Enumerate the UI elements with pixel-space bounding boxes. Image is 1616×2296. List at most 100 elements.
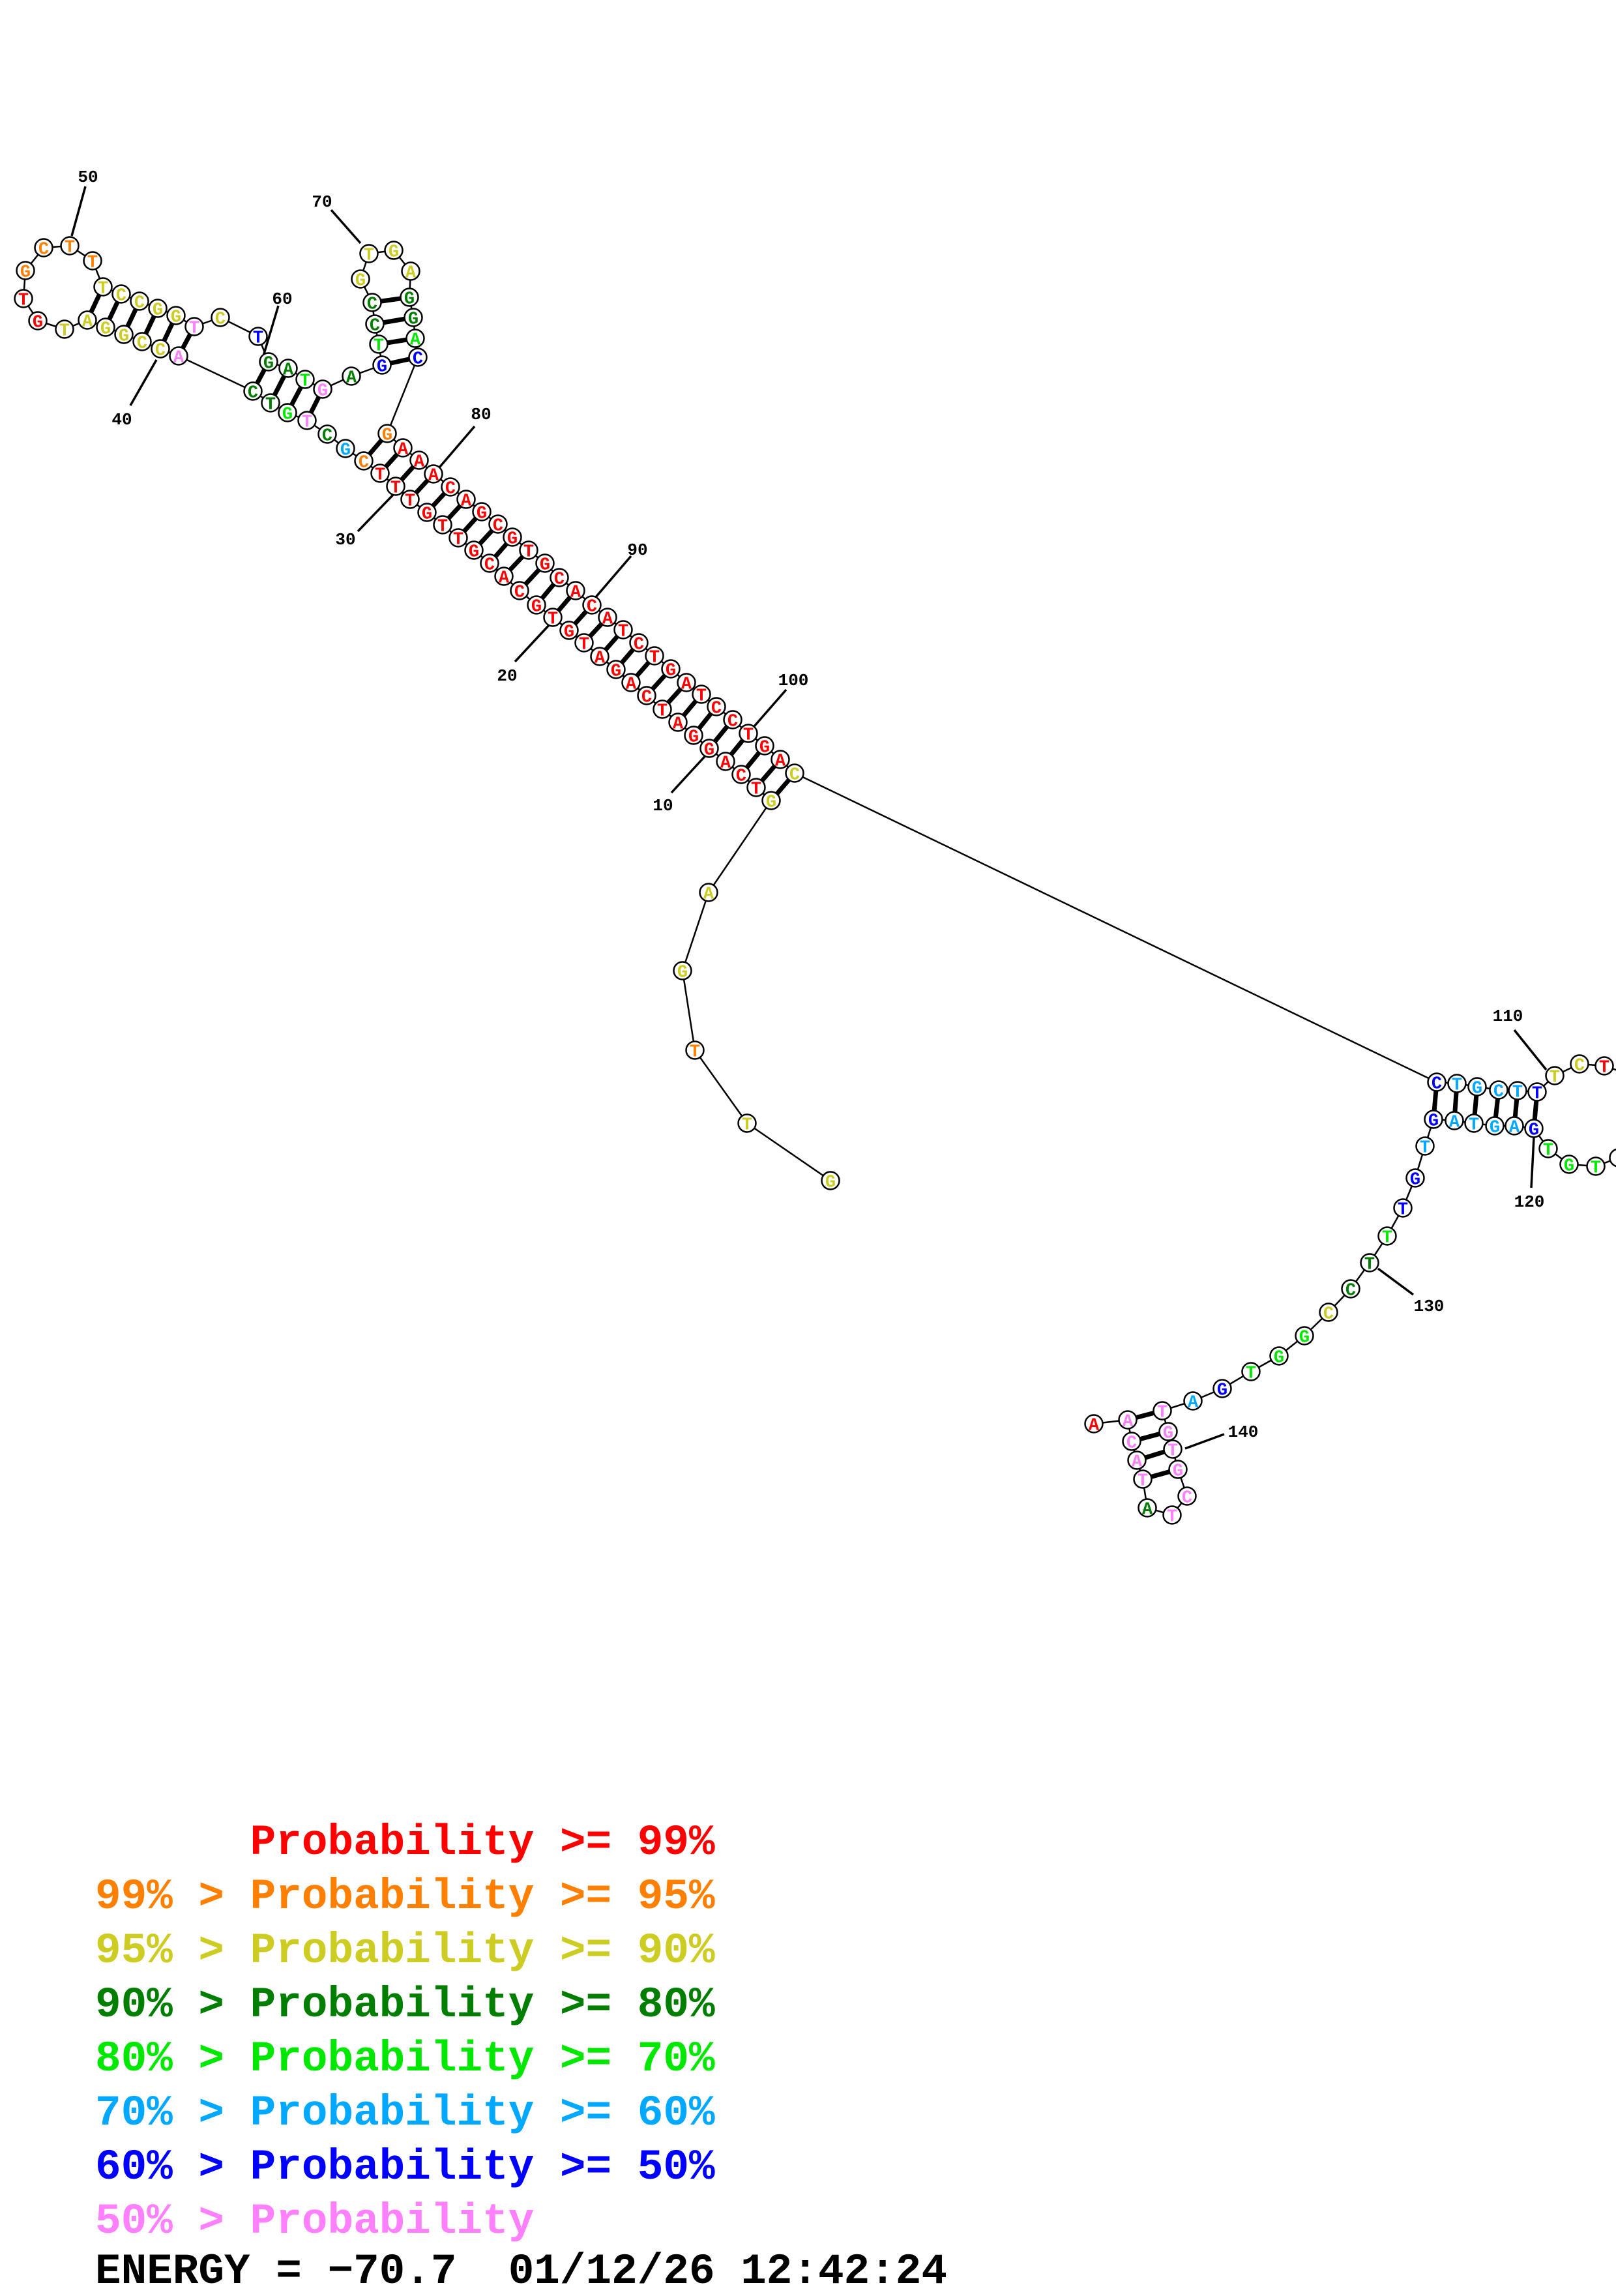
- label-leader-line: [595, 556, 631, 598]
- nucleotide-letter: C: [155, 342, 166, 361]
- nucleotide-letter: A: [461, 492, 472, 512]
- nucleotide-letter: A: [499, 569, 510, 589]
- nucleotide-letter: C: [587, 598, 597, 617]
- backbone-line: [179, 356, 253, 391]
- nucleotide-letter: C: [413, 350, 423, 370]
- nucleotide-letter: T: [751, 780, 761, 800]
- nucleotide-letter: C: [484, 556, 495, 576]
- nucleotide-letter: C: [1126, 1434, 1137, 1454]
- nucleotide-letter: T: [1420, 1139, 1430, 1158]
- nucleotide-letter: T: [742, 1116, 752, 1136]
- nucleotide-letter: C: [1432, 1075, 1442, 1095]
- nucleotide-letter: C: [634, 636, 644, 655]
- nucleotide-letter: T: [1246, 1364, 1256, 1384]
- backbone-line: [695, 1050, 747, 1123]
- nucleotide-letter: A: [720, 754, 731, 774]
- nucleotide-letter: A: [398, 441, 409, 460]
- nucleotide-letter: C: [1574, 1057, 1585, 1076]
- nucleotide-letter: G: [1410, 1171, 1420, 1190]
- nucleotide-letter: T: [690, 1043, 700, 1063]
- nucleotide-letter: G: [611, 662, 621, 682]
- position-label: 10: [653, 796, 673, 816]
- nucleotide-letter: G: [1173, 1462, 1183, 1482]
- nucleotide-letter: C: [367, 295, 377, 315]
- nucleotide-letter: T: [523, 543, 534, 563]
- nucleotide-letter: T: [302, 413, 312, 433]
- nucleotide-letter: T: [1382, 1229, 1392, 1248]
- nucleotide-letter: T: [1138, 1472, 1148, 1492]
- nucleotide-letter: T: [1364, 1256, 1375, 1275]
- nucleotide-letter: T: [65, 239, 75, 258]
- nucleotide-letter: G: [1274, 1349, 1284, 1368]
- nucleotide-letter: C: [711, 699, 722, 719]
- nucleotide-letter: C: [789, 766, 800, 786]
- position-label: 120: [1514, 1192, 1545, 1212]
- nucleotide-letter: G: [825, 1173, 836, 1193]
- nucleotide-letter: A: [673, 715, 684, 735]
- nucleotide-letter: G: [469, 543, 479, 563]
- nucleotide-letter: G: [119, 327, 129, 347]
- nucleotide-letter: C: [370, 317, 380, 336]
- nucleotide-letter: G: [666, 662, 676, 681]
- nucleotide-letter: G: [282, 405, 293, 425]
- nucleotide-letter: T: [548, 610, 558, 630]
- nucleotide-letter: C: [116, 287, 126, 306]
- nucleotide-letter: A: [1188, 1394, 1199, 1413]
- nucleotide-letter: G: [766, 793, 776, 813]
- nucleotide-letter: G: [263, 355, 274, 374]
- nucleotide-letter: A: [428, 467, 439, 486]
- nucleotide-letter: G: [531, 598, 542, 617]
- nucleotide-letter: T: [1599, 1059, 1609, 1078]
- nucleotide-letter: T: [618, 623, 628, 642]
- nucleotide-letter: C: [736, 767, 746, 787]
- nucleotide-letter: C: [554, 570, 565, 590]
- backbone-line: [747, 1123, 830, 1181]
- nucleotide-letter: T: [1167, 1508, 1177, 1527]
- nucleotide-letter: C: [215, 310, 226, 330]
- legend-line-1: Probability >= 99%: [95, 1816, 715, 1870]
- position-label: 100: [778, 671, 809, 690]
- nucleotide-letter: T: [1591, 1159, 1601, 1179]
- nucleotide-letter: T: [265, 396, 276, 415]
- nucleotide-letter: C: [445, 480, 456, 499]
- nucleotide-letter: G: [422, 505, 432, 525]
- legend-line-2: 99% > Probability >= 95%: [95, 1870, 715, 1924]
- nucleotide-letter: C: [359, 454, 369, 473]
- nucleotide-letter: C: [1323, 1305, 1334, 1325]
- nucleotide-letter: A: [1132, 1453, 1143, 1473]
- nucleotide-letter: A: [1509, 1119, 1520, 1138]
- backbone-line: [795, 773, 1437, 1082]
- nucleotide-letter: G: [1564, 1157, 1574, 1177]
- nucleotide-letter: A: [1142, 1501, 1153, 1520]
- nucleotide-letter: C: [514, 583, 525, 603]
- nucleotide-letter: T: [364, 246, 374, 266]
- nucleotide-letter: G: [1490, 1119, 1500, 1138]
- nucleotide-letter: T: [300, 372, 310, 392]
- nucleotide-letter: G: [340, 441, 351, 461]
- nucleotide-letter: T: [1532, 1085, 1542, 1104]
- nucleotide-letter: T: [405, 492, 415, 512]
- nucleotide-letter: G: [1428, 1112, 1439, 1132]
- position-label: 30: [335, 530, 355, 550]
- nucleotide-letter: C: [493, 517, 503, 537]
- nucleotide-letter: C: [322, 427, 332, 447]
- legend-line-6: 70% > Probability >= 60%: [95, 2086, 715, 2140]
- position-label: 20: [497, 666, 517, 686]
- legend-line-7: 60% > Probability >= 50%: [95, 2140, 715, 2194]
- nucleotide-letter: G: [355, 272, 366, 291]
- nucleotide-letter: T: [18, 291, 29, 311]
- nucleotide-letter: A: [410, 331, 421, 351]
- nucleotide-letter: T: [696, 687, 707, 707]
- label-leader-line: [130, 360, 156, 405]
- label-leader-line: [72, 186, 85, 236]
- nucleotide-letter: T: [1398, 1201, 1408, 1220]
- nucleotide-letter: A: [595, 649, 606, 669]
- label-leader-line: [358, 493, 394, 531]
- nucleotide-letter: C: [134, 294, 145, 314]
- nucleotide-letter: G: [477, 505, 487, 524]
- nucleotide-letter: T: [87, 254, 98, 273]
- nucleotide-letter: T: [1157, 1404, 1168, 1423]
- nucleotide-letter: A: [1123, 1413, 1134, 1432]
- nucleotide-letter: T: [189, 319, 199, 339]
- position-label: 40: [111, 410, 132, 430]
